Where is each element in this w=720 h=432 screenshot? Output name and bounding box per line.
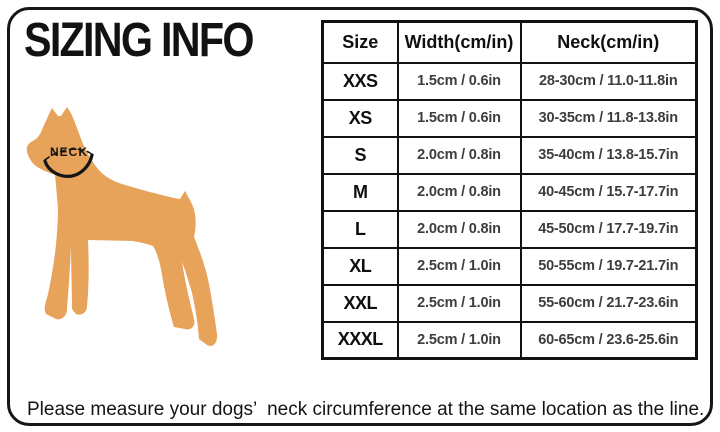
table-row: XXXL 2.5cm / 1.0in 60-65cm / 23.6-25.6in — [321, 320, 698, 360]
table-row: S 2.0cm / 0.8in 35-40cm / 13.8-15.7in — [321, 135, 698, 175]
width-cell: 2.0cm / 0.8in — [396, 209, 522, 249]
neck-cell: 45-50cm / 17.7-19.7in — [519, 209, 698, 249]
neck-cell: 28-30cm / 11.0-11.8in — [519, 61, 698, 101]
size-cell: M — [321, 172, 399, 212]
dog-body-shape — [26, 107, 218, 346]
neck-cell: 55-60cm / 21.7-23.6in — [519, 283, 698, 323]
table-row: L 2.0cm / 0.8in 45-50cm / 17.7-19.7in — [321, 209, 698, 249]
page-title: SIZING INFO — [24, 14, 254, 67]
header-width: Width(cm/in) — [396, 20, 522, 64]
width-cell: 2.0cm / 0.8in — [396, 172, 522, 212]
table-header-row: Size Width(cm/in) Neck(cm/in) — [321, 20, 698, 64]
table-row: XS 1.5cm / 0.6in 30-35cm / 11.8-13.8in — [321, 98, 698, 138]
size-cell: XXXL — [321, 320, 399, 360]
table-row: XXS 1.5cm / 0.6in 28-30cm / 11.0-11.8in — [321, 61, 698, 101]
size-cell: XS — [321, 98, 399, 138]
size-cell: XXL — [321, 283, 399, 323]
collar-back-dashed-line — [44, 148, 93, 161]
neck-cell: 35-40cm / 13.8-15.7in — [519, 135, 698, 175]
neck-cell: 40-45cm / 15.7-17.7in — [519, 172, 698, 212]
sizing-table: Size Width(cm/in) Neck(cm/in) XXS 1.5cm … — [321, 20, 698, 360]
width-cell: 1.5cm / 0.6in — [396, 98, 522, 138]
neck-label: NECK — [50, 145, 88, 159]
collar-front-line — [43, 153, 94, 178]
table-row: XXL 2.5cm / 1.0in 55-60cm / 21.7-23.6in — [321, 283, 698, 323]
dog-silhouette-svg: NECK — [26, 107, 218, 346]
size-cell: XL — [321, 246, 399, 286]
width-cell: 1.5cm / 0.6in — [396, 61, 522, 101]
dog-illustration: NECK — [10, 95, 230, 365]
size-cell: S — [321, 135, 399, 175]
width-cell: 2.5cm / 1.0in — [396, 320, 522, 360]
header-size: Size — [321, 20, 399, 64]
table-row: M 2.0cm / 0.8in 40-45cm / 15.7-17.7in — [321, 172, 698, 212]
width-cell: 2.5cm / 1.0in — [396, 283, 522, 323]
size-cell: L — [321, 209, 399, 249]
width-cell: 2.5cm / 1.0in — [396, 246, 522, 286]
neck-cell: 30-35cm / 11.8-13.8in — [519, 98, 698, 138]
size-cell: XXS — [321, 61, 399, 101]
table-row: XL 2.5cm / 1.0in 50-55cm / 19.7-21.7in — [321, 246, 698, 286]
header-neck: Neck(cm/in) — [519, 20, 698, 64]
width-cell: 2.0cm / 0.8in — [396, 135, 522, 175]
measure-instruction: Please measure your dogs’ neck circumfer… — [27, 399, 705, 420]
neck-cell: 50-55cm / 19.7-21.7in — [519, 246, 698, 286]
neck-cell: 60-65cm / 23.6-25.6in — [519, 320, 698, 360]
